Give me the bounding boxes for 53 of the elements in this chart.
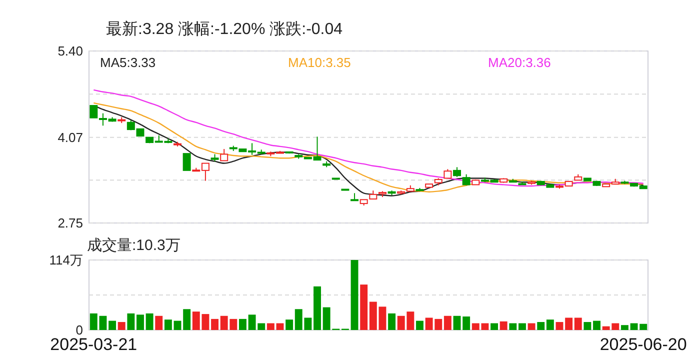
text: MA20:3.36 [488,55,551,70]
bar [314,286,321,330]
y-tick-label: 5.40 [58,44,83,59]
y-tick-label: 4.07 [58,130,83,145]
bar [350,260,358,330]
bar [546,320,554,330]
bar [211,318,218,330]
candlestick [453,166,462,178]
bar [453,316,461,330]
bar [593,320,600,330]
y-tick-label: 114万 [49,252,83,268]
bar [444,316,452,330]
bar [584,322,592,330]
bar [118,322,126,330]
bar [276,323,284,330]
bar [462,316,470,330]
bar [509,323,517,330]
candlestick [462,174,470,186]
bar [183,309,191,330]
bar [500,321,508,330]
bar [108,320,116,330]
bar [266,323,274,330]
x-tick-label: 2025-06-20 [600,335,687,354]
y-tick-label: 2.75 [58,216,83,231]
bar [164,320,172,330]
y-tick-label: 0 [76,322,83,338]
bar [127,313,135,330]
bar [620,325,628,330]
bar [537,322,545,330]
candlestick [182,153,191,171]
text: MA5:3.33 [100,55,156,70]
bar [239,318,246,330]
chart-title: 最新:3.28 涨幅:-1.20% 涨跌:-0.04 [106,20,343,38]
bar [146,313,154,330]
candlestick [444,168,452,179]
bar [574,318,582,330]
bar [155,316,163,330]
bar [556,322,564,330]
bar [174,320,182,330]
line-series [93,89,644,187]
bar [136,314,144,330]
candlestick [220,148,228,162]
bar [565,318,573,330]
bar [360,284,368,330]
bar [388,313,396,330]
text: MA10:3.35 [288,55,351,70]
bar [416,320,424,330]
bar [286,320,294,330]
bar [490,323,498,330]
chart-title: 成交量:10.3万 [87,237,180,254]
bar [528,323,536,330]
x-tick-label: 2025-03-21 [50,335,138,354]
bar [518,323,526,330]
